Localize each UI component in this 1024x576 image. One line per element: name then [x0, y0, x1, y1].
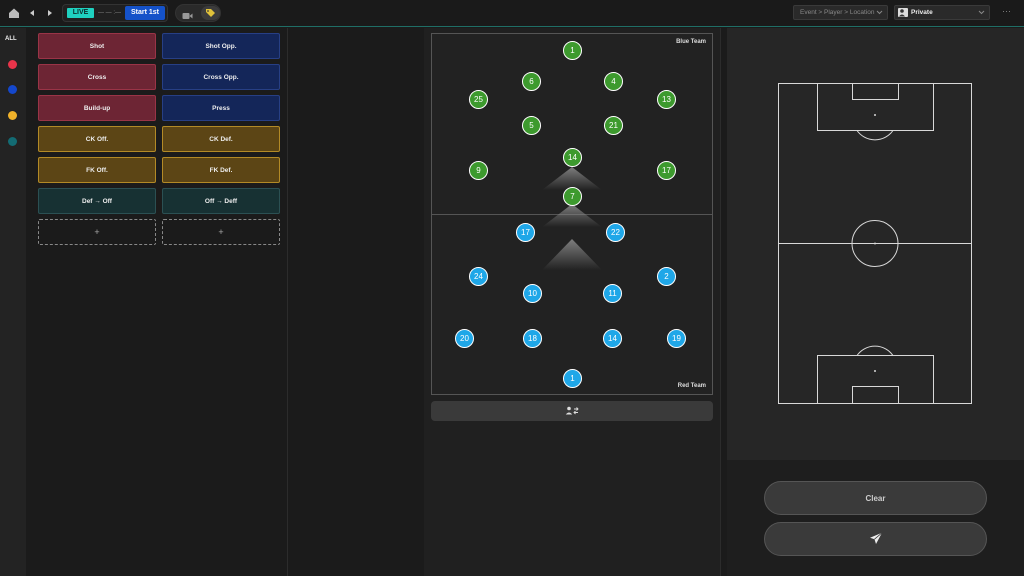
- player-blue-19[interactable]: 19: [667, 329, 686, 348]
- player-green-9[interactable]: 9: [469, 161, 488, 180]
- send-button[interactable]: [764, 522, 987, 556]
- player-blue-2[interactable]: 2: [657, 267, 676, 286]
- player-blue-10[interactable]: 10: [523, 284, 542, 303]
- field-panel: [727, 28, 1024, 460]
- avatar-icon: [898, 8, 908, 17]
- start-half-button[interactable]: Start 1st: [125, 6, 165, 20]
- add-tag-button[interactable]: +: [38, 219, 156, 245]
- player-green-21[interactable]: 21: [604, 116, 623, 135]
- player-green-6[interactable]: 6: [522, 72, 541, 91]
- football-pitch[interactable]: [727, 28, 1024, 460]
- match-timer: — — :—: [98, 10, 122, 16]
- category-sidebar: ALL: [0, 28, 26, 576]
- player-blue-22[interactable]: 22: [606, 223, 625, 242]
- player-blue-17[interactable]: 17: [516, 223, 535, 242]
- more-menu-icon[interactable]: ···: [1002, 6, 1011, 16]
- tag-shot-opp[interactable]: Shot Opp.: [162, 33, 280, 59]
- blue-team-label: Blue Team: [676, 39, 706, 45]
- filter-blue-dot[interactable]: [8, 85, 17, 94]
- filter-all[interactable]: ALL: [5, 36, 17, 42]
- tag-def-to-off[interactable]: Def → Off: [38, 188, 156, 214]
- tag-build-up[interactable]: Build-up: [38, 95, 156, 121]
- visibility-select[interactable]: Private: [894, 5, 990, 20]
- player-blue-24[interactable]: 24: [469, 267, 488, 286]
- action-panel: [727, 460, 1024, 576]
- tag-press[interactable]: Press: [162, 95, 280, 121]
- clear-button-label: Clear: [865, 493, 886, 503]
- player-blue-1[interactable]: 1: [563, 369, 582, 388]
- player-green-1[interactable]: 1: [563, 41, 582, 60]
- lineup-pitch: Blue Team Red Team 1 6 4 25 13 5 21 14 9…: [431, 33, 713, 395]
- divider: [720, 28, 721, 576]
- live-badge[interactable]: LIVE: [67, 8, 94, 18]
- visibility-value: Private: [911, 9, 933, 16]
- player-blue-11[interactable]: 11: [603, 284, 622, 303]
- player-blue-18[interactable]: 18: [523, 329, 542, 348]
- player-green-4[interactable]: 4: [604, 72, 623, 91]
- chevron-down-icon: [978, 6, 985, 23]
- player-blue-14[interactable]: 14: [603, 329, 622, 348]
- chevron-down-icon: [876, 6, 883, 23]
- top-bar: LIVE — — :— Start 1st Event > Player > L…: [0, 0, 1024, 27]
- divider: [287, 28, 288, 576]
- tag-ck-def[interactable]: CK Def.: [162, 126, 280, 152]
- player-green-17[interactable]: 17: [657, 161, 676, 180]
- tag-ck-off[interactable]: CK Off.: [38, 126, 156, 152]
- add-tag-button[interactable]: +: [162, 219, 280, 245]
- player-green-25[interactable]: 25: [469, 90, 488, 109]
- tag-icon[interactable]: [201, 6, 220, 20]
- home-icon[interactable]: [7, 6, 21, 20]
- player-green-7[interactable]: 7: [563, 187, 582, 206]
- filter-teal-dot[interactable]: [8, 137, 17, 146]
- player-green-14[interactable]: 14: [563, 148, 582, 167]
- back-icon[interactable]: [25, 6, 39, 20]
- tag-cross-opp[interactable]: Cross Opp.: [162, 64, 280, 90]
- tag-off-to-def[interactable]: Off → Deff: [162, 188, 280, 214]
- video-icon[interactable]: [182, 8, 193, 26]
- filter-red-dot[interactable]: [8, 60, 17, 69]
- event-select-value: Event > Player > Location: [800, 9, 875, 16]
- tag-shot[interactable]: Shot: [38, 33, 156, 59]
- player-green-5[interactable]: 5: [522, 116, 541, 135]
- media-group: [175, 4, 221, 22]
- event-select[interactable]: Event > Player > Location: [793, 5, 888, 20]
- player-blue-20[interactable]: 20: [455, 329, 474, 348]
- tag-fk-off[interactable]: FK Off.: [38, 157, 156, 183]
- swap-indicators: [542, 167, 602, 270]
- tag-fk-def[interactable]: FK Def.: [162, 157, 280, 183]
- red-team-label: Red Team: [677, 383, 706, 389]
- send-icon: [869, 531, 883, 547]
- clear-button[interactable]: Clear: [764, 481, 987, 515]
- tag-cross[interactable]: Cross: [38, 64, 156, 90]
- swap-players-icon: [565, 402, 579, 420]
- filter-gold-dot[interactable]: [8, 111, 17, 120]
- forward-icon[interactable]: [43, 6, 57, 20]
- player-green-13[interactable]: 13: [657, 90, 676, 109]
- swap-teams-button[interactable]: [431, 401, 713, 421]
